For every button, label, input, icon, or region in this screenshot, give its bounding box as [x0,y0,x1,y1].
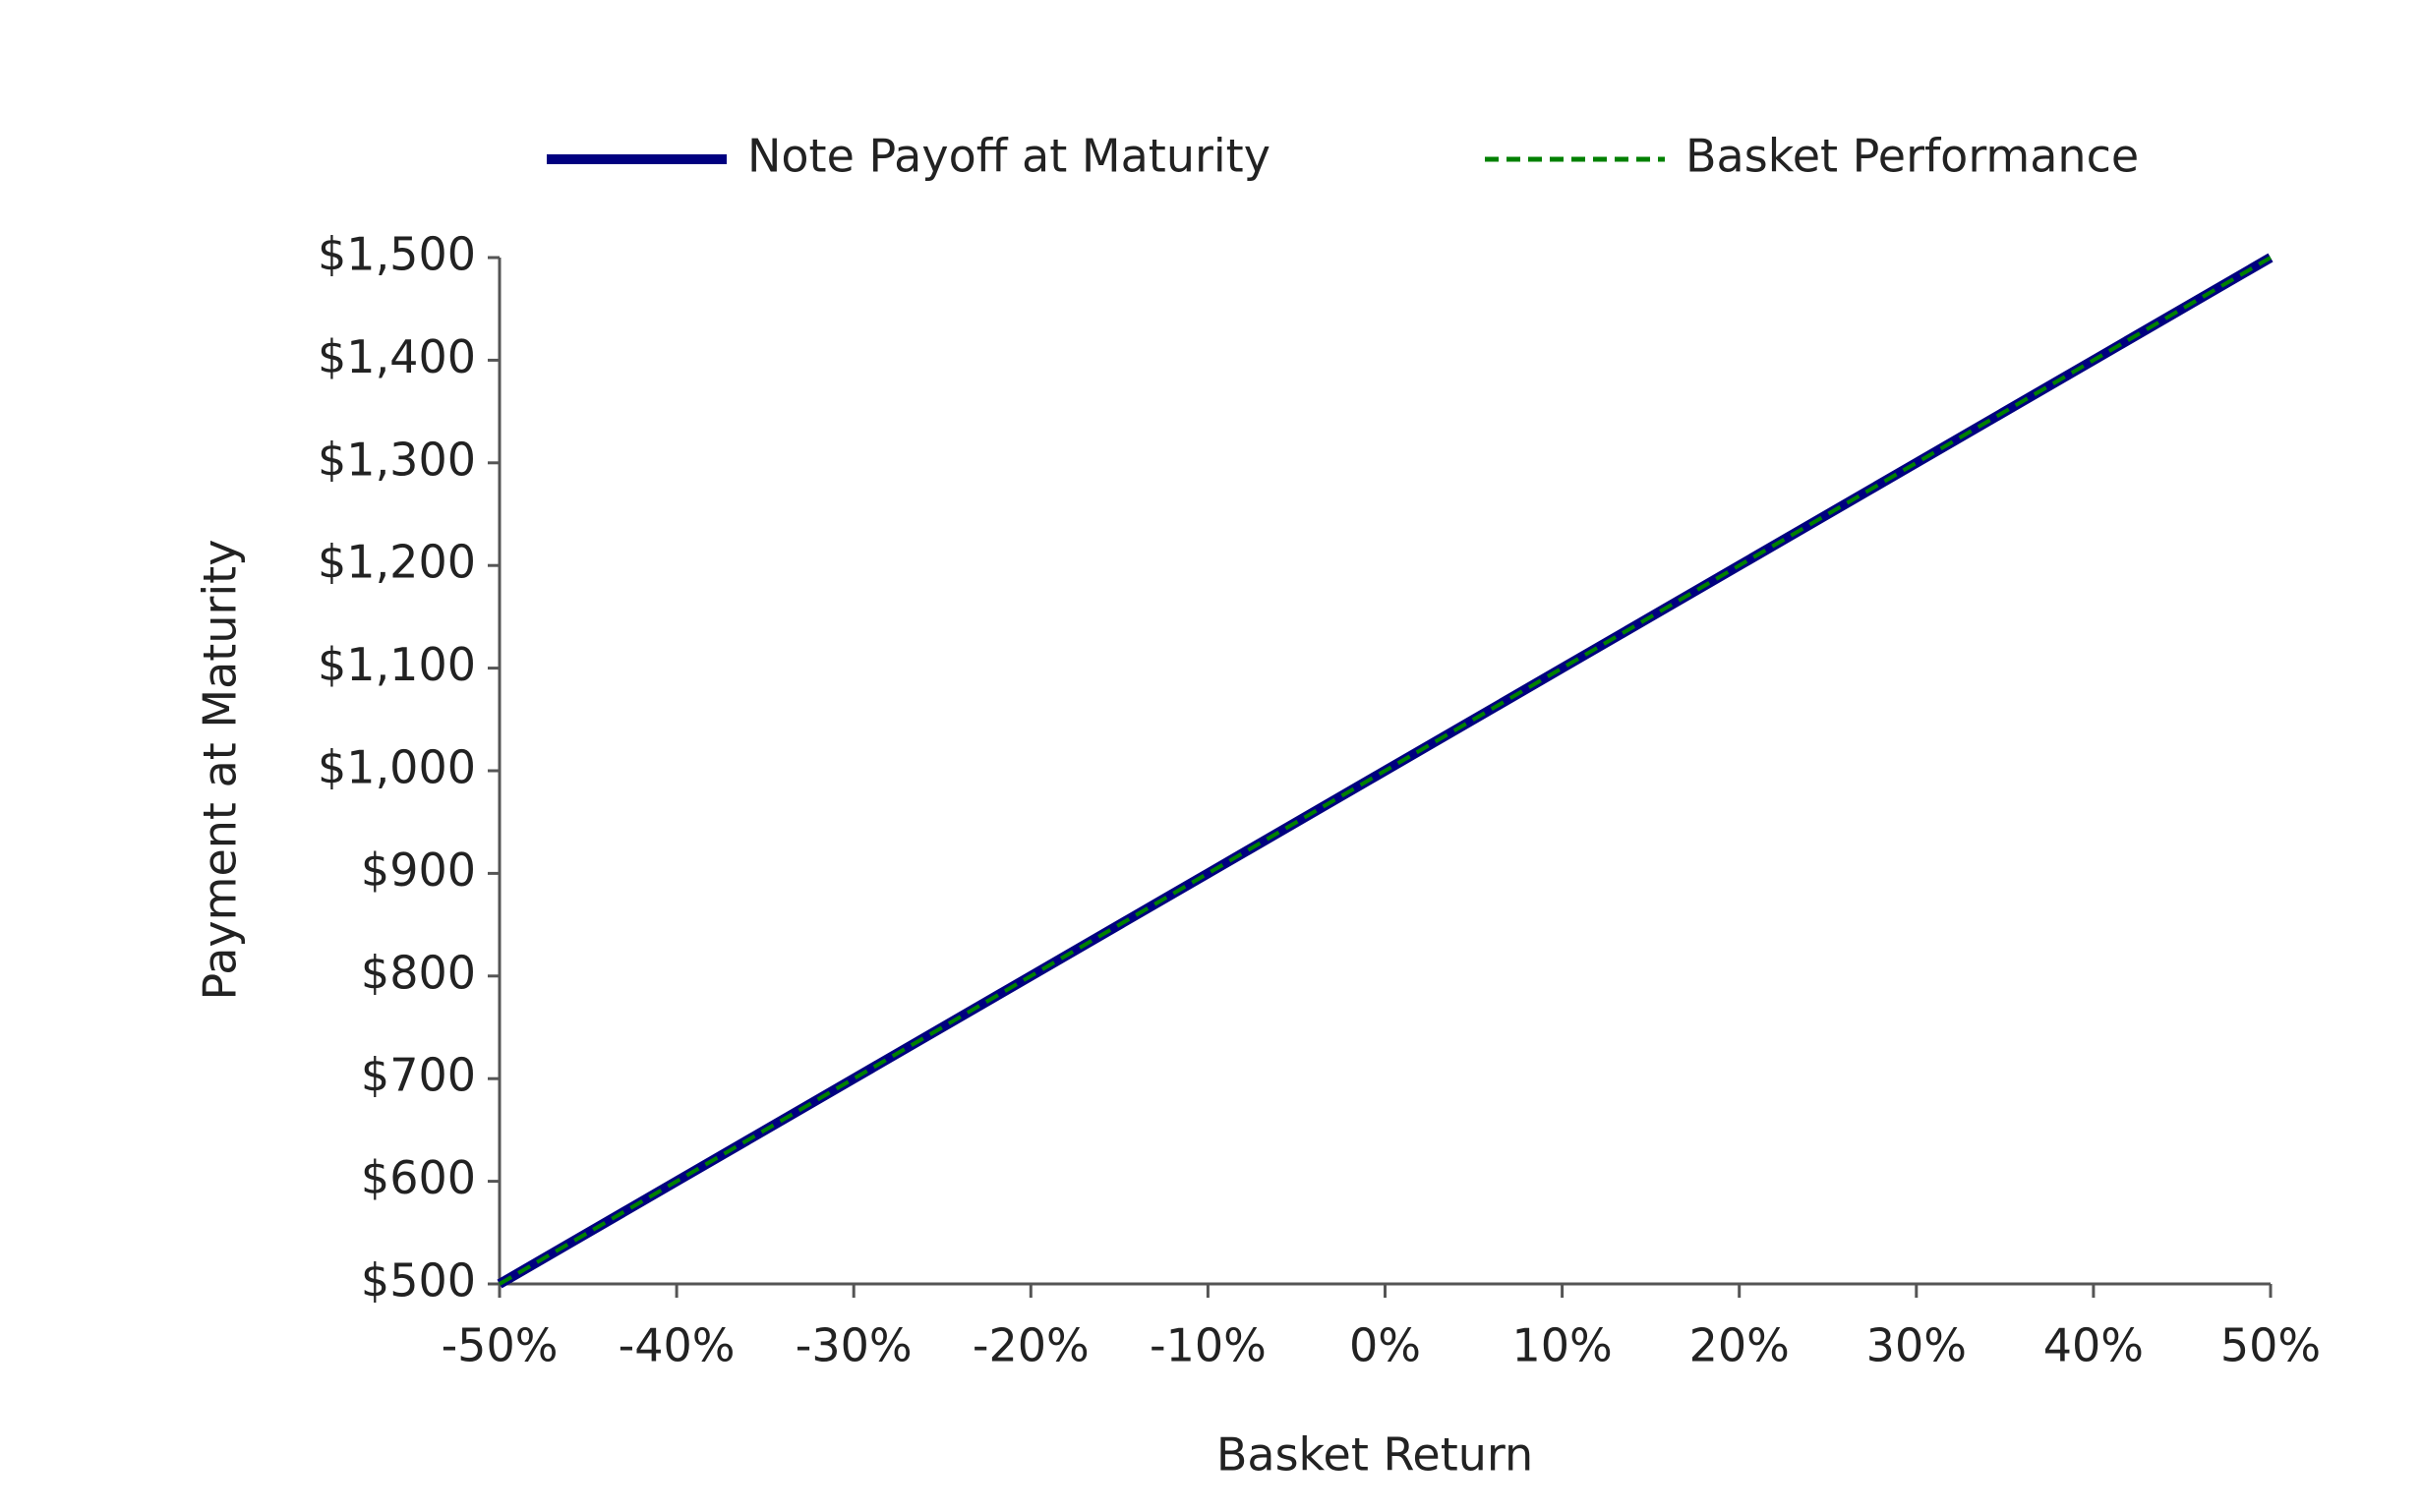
legend-label: Note Payoff at Maturity [747,130,1270,183]
y-tick-label: $1,100 [318,638,476,691]
x-axis-title: Basket Return [1216,1428,1533,1482]
x-tick-label: 50% [2220,1319,2321,1372]
y-tick-label: $1,400 [318,330,476,383]
x-tick-label: 40% [2043,1319,2144,1372]
x-tick-label: 10% [1511,1319,1612,1372]
y-tick-label: $500 [361,1254,476,1308]
y-tick-label: $900 [361,843,476,897]
x-tick-label: 0% [1349,1319,1421,1372]
x-tick-label: -20% [973,1319,1090,1372]
x-tick-label: -40% [619,1319,736,1372]
x-tick-label: 30% [1866,1319,1967,1372]
y-tick-label: $1,000 [318,741,476,794]
y-tick-label: $1,300 [318,433,476,486]
y-tick-label: $800 [361,946,476,999]
y-tick-label: $1,200 [318,536,476,589]
x-tick-label: -30% [796,1319,913,1372]
y-axis-title: Payment at Maturity [194,540,247,1001]
x-tick-label: -10% [1150,1319,1267,1372]
y-tick-label: $600 [361,1151,476,1204]
y-tick-label: $700 [361,1049,476,1102]
legend-label: Basket Performance [1685,130,2139,183]
x-tick-label: 20% [1689,1319,1790,1372]
series-line [498,256,2273,1286]
x-tick-label: -50% [442,1319,559,1372]
y-tick-label: $1,500 [318,228,476,281]
